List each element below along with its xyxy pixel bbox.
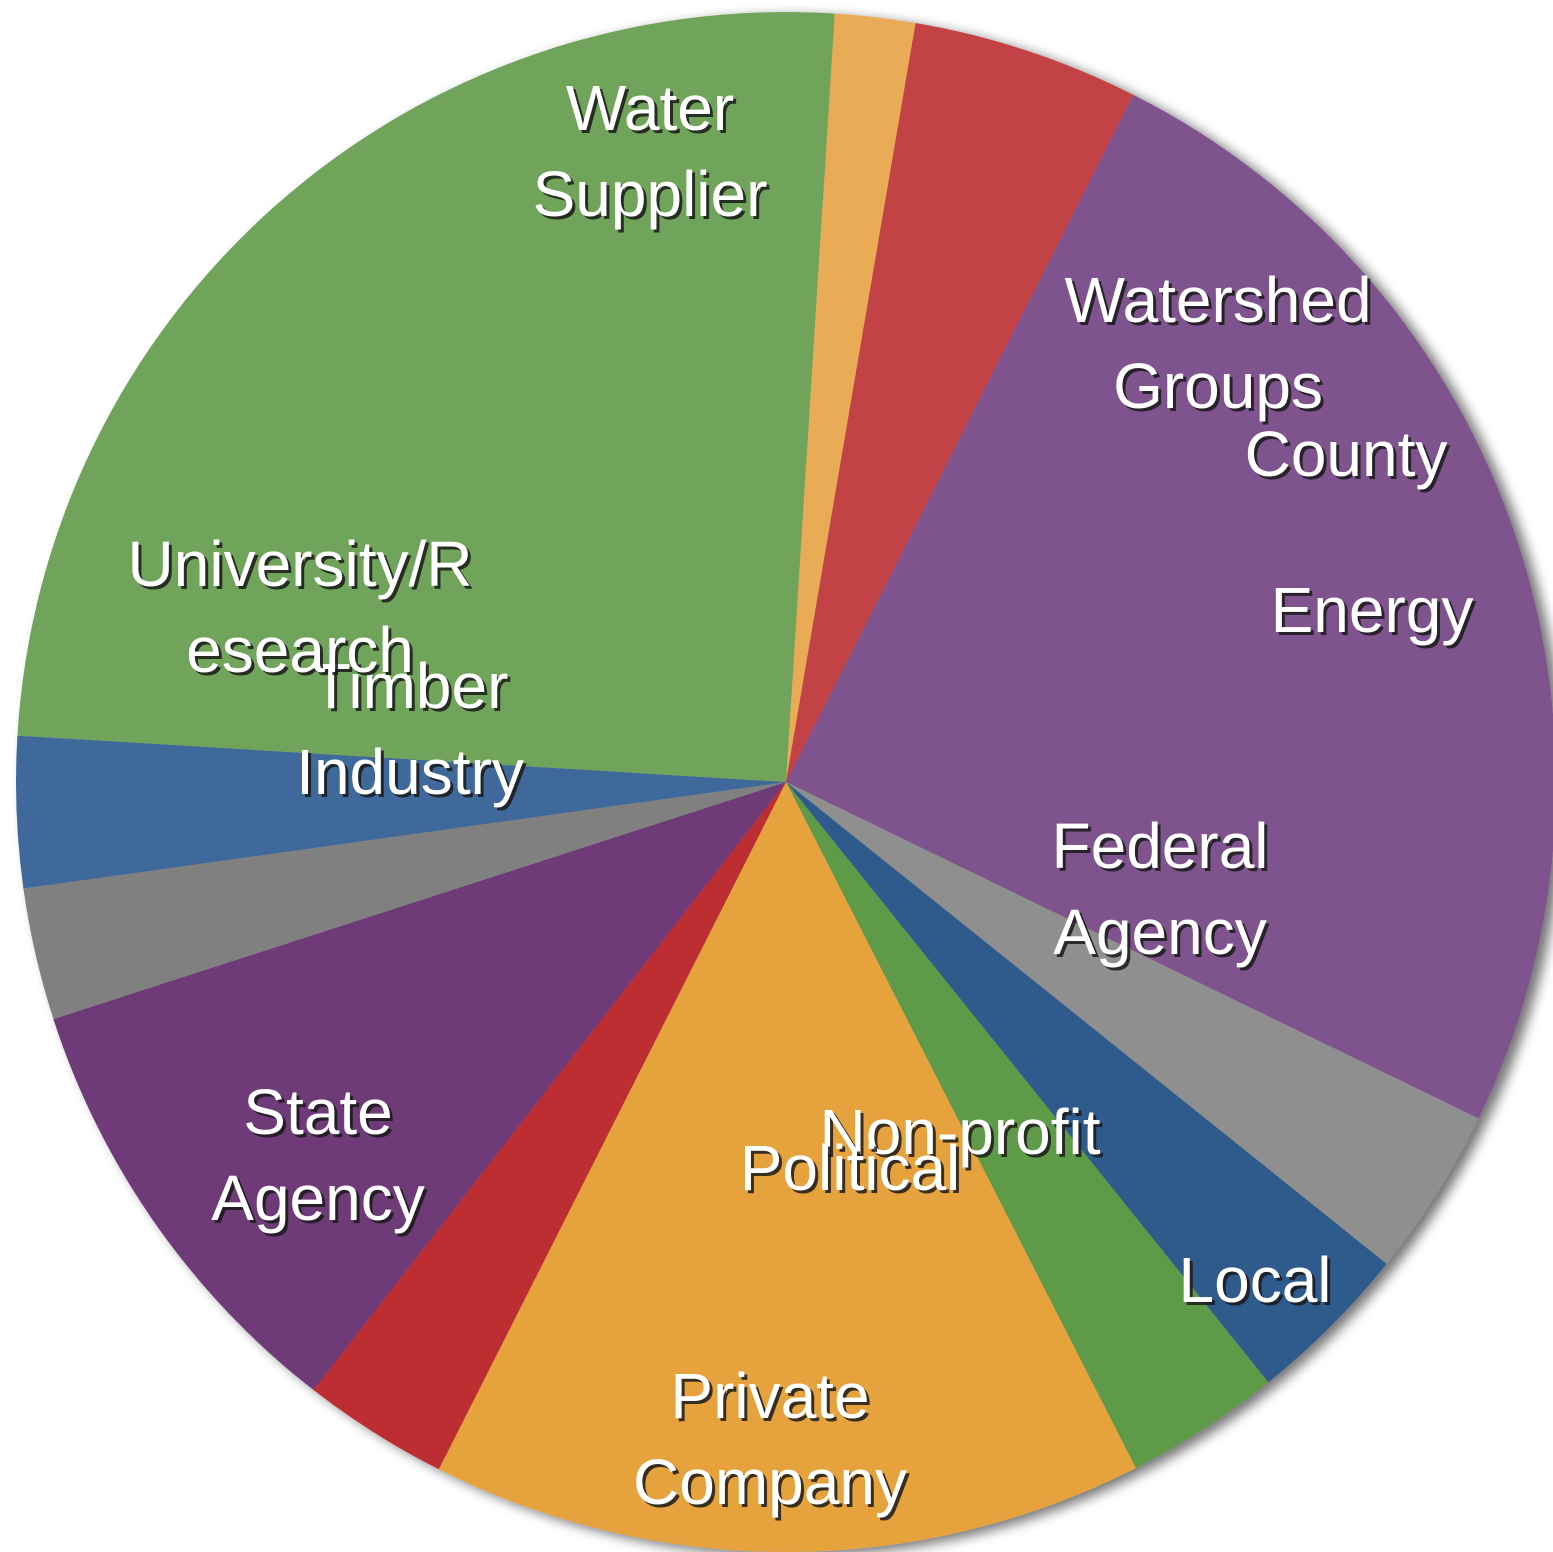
pie-slice-local [313, 782, 786, 1470]
pie-label-text: Political [740, 1132, 961, 1204]
pie-label-shadow: Private [673, 1363, 872, 1435]
pie-slice-federal-agency [438, 782, 1136, 1552]
pie-label-shadow: Political [743, 1135, 964, 1207]
pie-label-shadow: Watershed [1067, 267, 1374, 339]
pie-slice-watershed-groups [786, 782, 1479, 1264]
pie-label-text: Industry [296, 736, 524, 808]
pie-label-text: University/R [128, 528, 473, 600]
pie-label-shadow: Supplier [536, 161, 771, 233]
pie-label-text: Timber [312, 650, 509, 722]
pie-label-text: Private [670, 1360, 869, 1432]
pie-slice-non-profit [53, 782, 787, 1391]
pie-label-text: Non-profit [820, 1096, 1101, 1168]
pie-slice-political [23, 782, 786, 1020]
pie-label-text: County [1245, 418, 1448, 490]
pie-label-shadow: Company [636, 1449, 910, 1521]
pie-label-shadow: Water [569, 75, 737, 147]
pie-label-shadow: Groups [1116, 353, 1326, 425]
pie-label-text: Local [1179, 1244, 1332, 1316]
pie-label-shadow: State [246, 1079, 395, 1151]
pie-label-text: Agency [1053, 896, 1266, 968]
pie-label-shadow: Agency [1056, 899, 1269, 971]
pie-label-text: Water [566, 72, 734, 144]
pie-label-text: Federal [1052, 810, 1269, 882]
pie-label-text: State [243, 1076, 392, 1148]
pie-label-text: Agency [211, 1162, 424, 1234]
pie-slice-county [786, 782, 1387, 1383]
pie-label-text: Supplier [533, 158, 768, 230]
pie-slice-energy [786, 782, 1269, 1468]
pie-labels: WaterWaterSupplierSupplierWatershedWater… [128, 72, 1477, 1521]
pie-label-shadow: esearch [189, 617, 417, 689]
pie-label-shadow: Energy [1274, 577, 1477, 649]
pie-label-text: Company [633, 1446, 907, 1518]
pie-slices [15, 12, 1553, 1552]
pie-label-shadow: University/R [131, 531, 476, 603]
pie-slice-university-research [786, 22, 1134, 783]
pie-label-shadow: County [1248, 421, 1451, 493]
pie-label-shadow: Local [1182, 1247, 1335, 1319]
pie-slice-private-company [15, 735, 787, 889]
pie-label-shadow: Industry [299, 739, 527, 811]
pie-slice-state-agency [17, 12, 835, 783]
pie-label-shadow: Non-profit [823, 1099, 1104, 1171]
pie-slice-water-supplier [786, 94, 1553, 1119]
pie-label-text: esearch [186, 614, 414, 686]
pie-label-shadow: Timber [315, 653, 512, 725]
pie-slice-timber-industry [786, 13, 916, 783]
pie-label-text: Watershed [1064, 264, 1371, 336]
pie-label-shadow: Federal [1055, 813, 1272, 885]
pie-label-text: Energy [1271, 574, 1474, 646]
pie-label-text: Groups [1113, 350, 1323, 422]
pie-label-shadow: Agency [214, 1165, 427, 1237]
